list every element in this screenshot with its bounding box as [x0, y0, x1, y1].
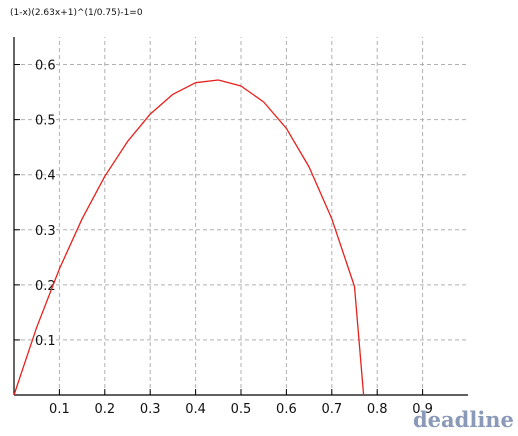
y-tick-label: 0.4 [35, 169, 56, 184]
x-tick-label: 0.4 [185, 402, 206, 417]
y-tick-label: 0.3 [35, 224, 56, 239]
x-tick-label: 0.1 [49, 402, 70, 417]
x-tick-label: 0.2 [94, 402, 115, 417]
x-tick-label: 0.5 [231, 402, 252, 417]
watermark: deadline [413, 407, 514, 432]
x-tick-label: 0.9 [412, 402, 433, 417]
x-tick-label: 0.7 [321, 402, 342, 417]
y-tick-label: 0.6 [35, 59, 56, 74]
y-tick-label: 0.5 [35, 114, 56, 129]
x-tick-label: 0.8 [367, 402, 388, 417]
x-tick-label: 0.6 [276, 402, 297, 417]
series-curve [13, 79, 365, 396]
x-tick-label: 0.3 [140, 402, 161, 417]
equation-label: (1-x)(2.63x+1)^(1/0.75)-1=0 [10, 8, 143, 18]
y-tick-label: 0.1 [35, 334, 56, 349]
